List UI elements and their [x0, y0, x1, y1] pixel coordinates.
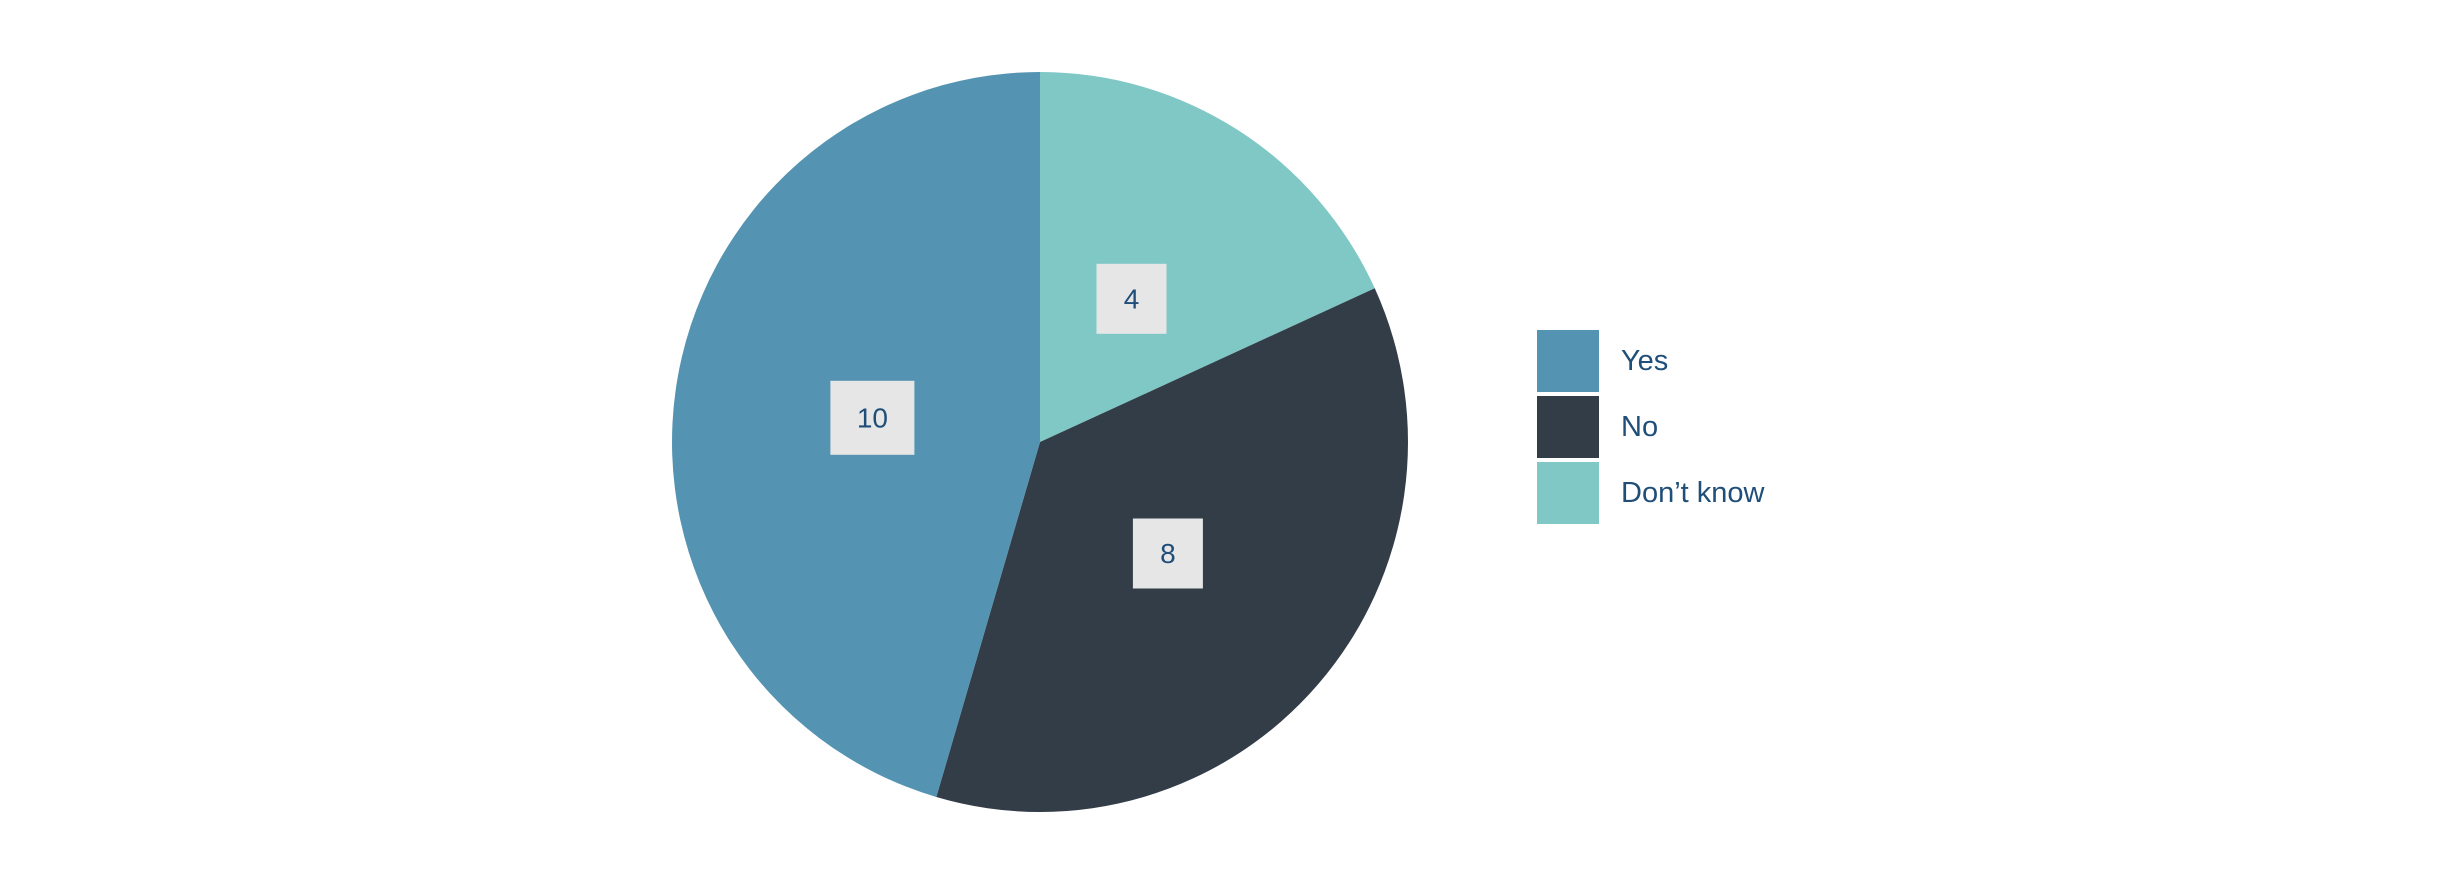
data-label-yes: 10: [830, 380, 915, 455]
data-label-box: [1132, 518, 1203, 589]
legend-swatch: [1537, 330, 1599, 392]
data-label-don-t-know: 4: [1096, 263, 1167, 334]
legend-label: Don’t know: [1621, 477, 1766, 509]
legend-label: No: [1621, 411, 1658, 443]
data-label-no: 8: [1132, 518, 1203, 589]
legend-label: Yes: [1621, 345, 1668, 377]
legend-swatch: [1537, 462, 1599, 524]
legend-item-yes: Yes: [1537, 330, 1668, 392]
data-label-value: 8: [1160, 538, 1176, 569]
data-label-box: [830, 380, 915, 455]
data-label-box: [1096, 263, 1167, 334]
legend-swatch: [1537, 396, 1599, 458]
data-label-value: 10: [857, 402, 888, 433]
data-labels: 4 8 10: [830, 263, 1203, 589]
data-label-value: 4: [1124, 283, 1140, 314]
pie-slices: [672, 72, 1408, 812]
legend-item-no: No: [1537, 396, 1658, 458]
legend-item-don-t-know: Don’t know: [1537, 462, 1766, 524]
pie-slice-don-t-know: [1040, 72, 1375, 442]
legend: Yes No Don’t know: [1537, 330, 1766, 524]
